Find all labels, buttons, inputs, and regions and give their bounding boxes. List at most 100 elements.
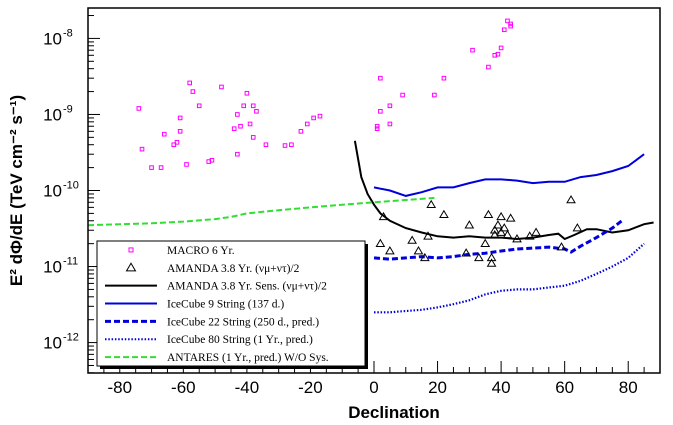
macro-point: [387, 121, 393, 127]
legend-label: ANTARES (1 Yr., pred.) W/O Sys.: [167, 352, 329, 364]
macro-point: [501, 27, 507, 33]
amanda-point: [502, 229, 513, 239]
legend-label: IceCube 22 String (250 d., pred.): [167, 316, 319, 328]
x-tick-label: 60: [555, 378, 574, 397]
macro-point: [177, 129, 183, 134]
amanda-point: [385, 246, 395, 255]
y-tick-label: 10: [43, 182, 62, 201]
macro-point: [187, 80, 192, 86]
amanda-point: [464, 220, 475, 229]
macro-point: [158, 165, 164, 170]
amanda-point: [512, 234, 522, 243]
series-line-3: [373, 153, 645, 197]
amanda-point: [556, 242, 567, 251]
amanda-point: [419, 252, 430, 262]
macro-point: [196, 103, 202, 109]
legend-label: AMANDA 3.8 Yr. Sens. (νμ+ντ)/2: [167, 281, 327, 293]
macro-point: [495, 51, 501, 57]
macro-point: [174, 140, 180, 145]
macro-point: [250, 135, 256, 140]
amanda-point: [423, 231, 433, 240]
x-tick-label: -60: [171, 378, 196, 397]
macro-point: [298, 129, 304, 134]
legend-label: AMANDA 3.8 Yr. (νμ+ντ)/2: [167, 263, 300, 275]
macro-point: [378, 75, 383, 81]
macro-point: [317, 113, 323, 119]
x-tick-label: 20: [428, 378, 447, 397]
amanda-point: [496, 211, 506, 221]
macro-point: [486, 64, 491, 70]
x-tick-label: -40: [235, 378, 260, 397]
macro-point: [378, 109, 383, 114]
macro-point: [235, 151, 240, 157]
legend-label: IceCube 80 String (1 Yr., pred.): [167, 334, 313, 346]
macro-point: [241, 103, 247, 109]
amanda-point: [480, 238, 491, 247]
amanda-point: [486, 258, 497, 267]
legend: MACRO 6 Yr. AMANDA 3.8 Yr. (νμ+ντ)/2 AMAND…: [96, 240, 368, 369]
x-tick-label: -20: [298, 378, 323, 397]
macro-point: [289, 142, 294, 148]
y-tick-label: 10: [43, 258, 62, 277]
macro-point: [311, 115, 316, 121]
macro-point: [250, 103, 256, 109]
amanda-point: [407, 235, 418, 244]
macro-point: [247, 121, 253, 127]
x-tick-label: 0: [369, 378, 378, 397]
macro-point: [263, 142, 269, 148]
macro-point: [177, 115, 183, 121]
amanda-point: [461, 248, 472, 257]
macro-point: [149, 165, 154, 170]
series-line-4: [373, 219, 623, 261]
macro-point: [374, 123, 380, 129]
y-tick-label: 10: [43, 29, 62, 48]
amanda-point: [486, 252, 497, 262]
macro-point: [190, 89, 196, 94]
amanda-point: [496, 227, 506, 236]
macro-point: [498, 45, 504, 51]
y-tick-exponent: -10: [63, 180, 79, 192]
macro-point: [238, 123, 243, 129]
amanda-point: [489, 225, 500, 234]
amanda-point: [499, 223, 510, 232]
amanda-point: [489, 229, 500, 239]
legend-swatch: [125, 262, 137, 272]
amanda-point: [426, 199, 437, 209]
y-axis-label: E² dΦ/dE (TeV cm⁻² s⁻¹): [7, 95, 26, 286]
macro-point: [139, 146, 145, 152]
legend-label: IceCube 9 String (137 d.): [167, 299, 284, 311]
amanda-point: [473, 252, 484, 262]
axes: -80 -60 -40 -20 0 20 40 60 8010-1210-1110-1010-9…: [7, 7, 661, 422]
macro-point: [505, 18, 510, 24]
y-tick-exponent: -11: [63, 256, 78, 268]
amanda-point: [531, 227, 541, 236]
macro-point: [161, 131, 167, 137]
x-tick-label: -80: [107, 378, 132, 397]
macro-point: [470, 47, 475, 53]
macro-point: [400, 92, 405, 98]
amanda-point: [572, 223, 583, 232]
macro-point: [304, 121, 310, 127]
macro-point: [432, 92, 437, 98]
amanda-point: [378, 211, 389, 221]
amanda-point: [566, 195, 576, 204]
macro-point: [209, 157, 215, 163]
macro-point: [374, 126, 380, 131]
amanda-point: [413, 246, 424, 255]
macro-point: [219, 84, 224, 90]
macro-point: [235, 112, 240, 117]
amanda-point: [505, 213, 516, 222]
macro-point: [231, 126, 237, 131]
x-tick-label: 80: [619, 378, 638, 397]
y-tick-label: 10: [43, 334, 62, 353]
y-tick-label: 10: [43, 105, 62, 124]
y-tick-exponent: -8: [63, 27, 73, 39]
macro-point: [282, 143, 288, 148]
legend-label: MACRO 6 Yr.: [167, 245, 235, 257]
macro-point: [136, 106, 142, 111]
amanda-point: [375, 238, 386, 247]
amanda-point: [493, 220, 503, 229]
macro-point: [171, 142, 177, 148]
series-line-6: [88, 196, 435, 227]
